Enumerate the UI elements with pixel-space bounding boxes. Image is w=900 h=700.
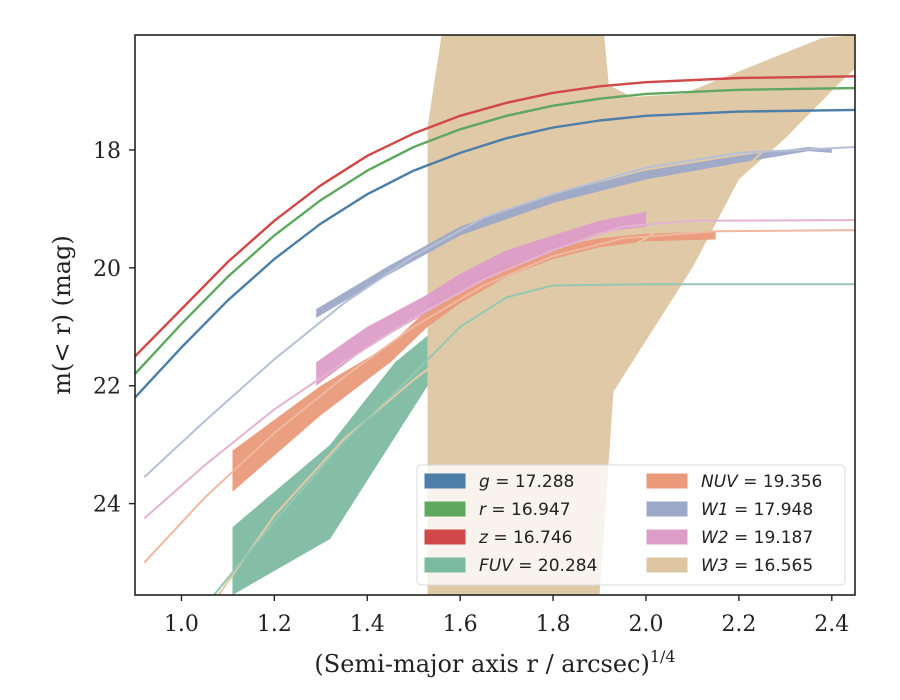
legend-label: g = 17.288 xyxy=(479,472,574,492)
x-tick-label: 1.6 xyxy=(443,612,478,637)
legend-label: z = 16.746 xyxy=(478,528,572,548)
legend-swatch xyxy=(424,501,466,517)
legend-swatch xyxy=(646,557,688,573)
legend-box xyxy=(416,464,846,586)
legend-label: W3 = 16.565 xyxy=(701,556,813,576)
legend-label: W1 = 17.948 xyxy=(701,500,813,520)
plot-frame xyxy=(134,34,856,596)
line-r xyxy=(135,86,855,375)
y-tick-label: 22 xyxy=(93,375,121,400)
x-tick-label: 1.2 xyxy=(257,612,292,637)
legend-label: FUV = 20.284 xyxy=(479,556,597,576)
legend-swatch xyxy=(646,501,688,517)
band-W3 xyxy=(427,35,855,595)
line-W1 xyxy=(143,146,855,478)
legend-swatch xyxy=(646,473,688,489)
y-tick-label: 20 xyxy=(93,257,121,282)
x-tick-label: 1.4 xyxy=(350,612,385,637)
line-g xyxy=(135,108,855,399)
line-z xyxy=(135,75,855,358)
y-axis-label: m(< r) (mag) xyxy=(48,235,76,394)
legend-swatch xyxy=(424,473,466,489)
x-tick-label: 2.0 xyxy=(628,612,663,637)
y-tick-label: 18 xyxy=(93,139,121,164)
line-W2 xyxy=(143,219,855,520)
line-FUV xyxy=(213,283,855,595)
y-tick-label: 24 xyxy=(93,493,121,518)
legend-swatch xyxy=(424,557,466,573)
x-tick-label: 2.2 xyxy=(721,612,756,637)
x-axis-ticks: 1.0 1.2 1.4 1.6 1.8 2.0 2.2 2.4 xyxy=(164,595,849,637)
band-FUV xyxy=(232,335,428,595)
legend-label: W2 = 19.187 xyxy=(701,528,813,548)
line-W3 xyxy=(217,66,855,595)
line-NUV xyxy=(143,229,855,564)
x-axis-label: (Semi-major axis r / arcsec)1/4 xyxy=(314,647,675,678)
legend-label: r = 16.947 xyxy=(479,500,571,520)
x-tick-label: 1.8 xyxy=(536,612,571,637)
legend: g = 17.288 NUV = 19.356 r = 16.947 W1 = 17.… xyxy=(416,464,846,586)
x-tick-label: 2.4 xyxy=(814,612,849,637)
x-tick-label: 1.0 xyxy=(164,612,199,637)
curve-lines xyxy=(135,66,855,595)
y-axis-ticks: 18 20 22 24 xyxy=(93,139,135,518)
legend-label: NUV = 19.356 xyxy=(701,472,822,492)
legend-swatch xyxy=(646,529,688,545)
legend-swatch xyxy=(424,529,466,545)
